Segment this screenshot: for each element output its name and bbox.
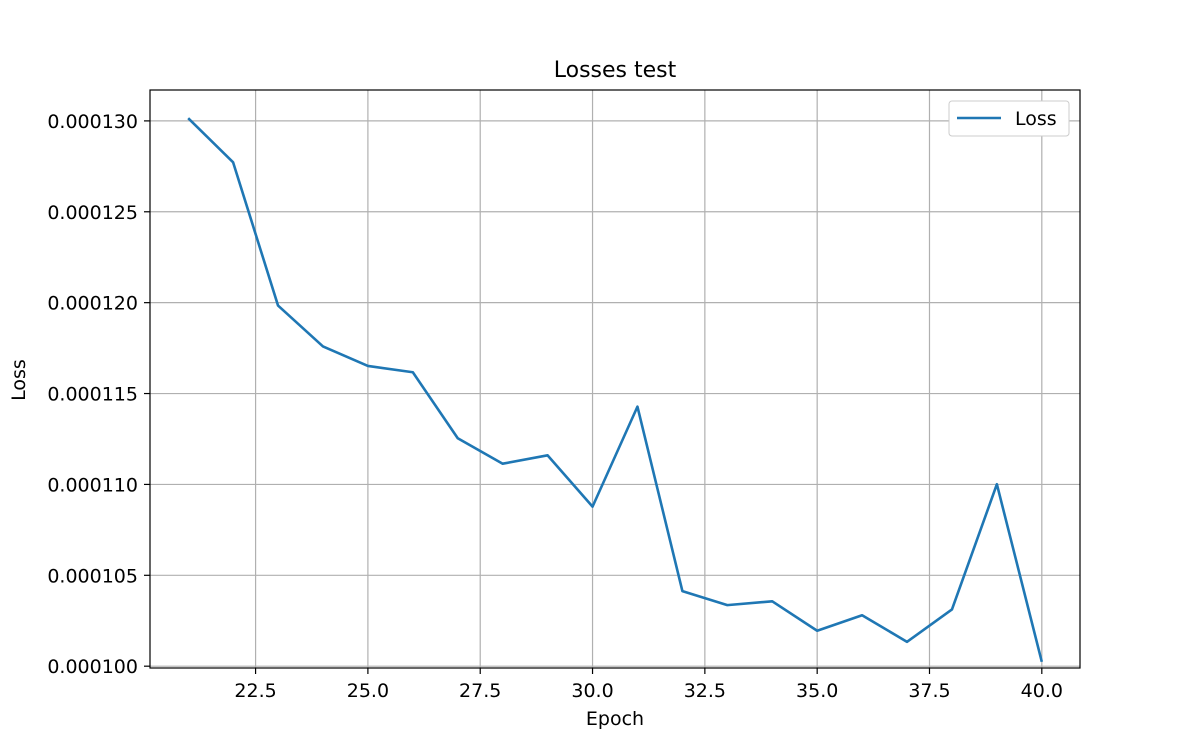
- y-axis-ticks: 0.000100 0.000105 0.000110 0.000115 0.000120…: [47, 111, 150, 678]
- legend-box: [948, 100, 1070, 137]
- series-line-loss: [187, 117, 1044, 663]
- legend: Loss: [948, 100, 1070, 137]
- x-tick-label: 25.0: [347, 680, 389, 702]
- y-axis-label: Loss: [8, 359, 30, 401]
- plot-frame: [149, 89, 1081, 669]
- x-tick-label: 40.0: [1021, 680, 1063, 702]
- x-tick-label: 22.5: [234, 680, 276, 702]
- series-layer: [187, 117, 1044, 663]
- x-tick-label: 27.5: [459, 680, 501, 702]
- y-tick-label: 0.000130: [47, 111, 138, 133]
- y-tick-label: 0.000105: [47, 565, 138, 587]
- y-tick-label: 0.000120: [47, 293, 138, 315]
- x-tick-label: 30.0: [571, 680, 613, 702]
- legend-label-loss: Loss: [1015, 108, 1057, 130]
- chart-title: Losses test: [554, 58, 677, 83]
- x-tick-label: 37.5: [908, 680, 950, 702]
- y-tick-label: 0.000115: [47, 384, 138, 406]
- y-tick-label: 0.000125: [47, 202, 138, 224]
- x-axis-label: Epoch: [586, 708, 644, 730]
- grid: [150, 90, 1080, 668]
- x-tick-label: 35.0: [796, 680, 838, 702]
- x-axis-ticks: 22.5 25.0 27.5 30.0 32.5 35.0 37.5 40.0: [234, 668, 1063, 702]
- y-tick-label: 0.000100: [47, 656, 138, 678]
- y-tick-label: 0.000110: [47, 474, 138, 496]
- x-tick-label: 32.5: [684, 680, 726, 702]
